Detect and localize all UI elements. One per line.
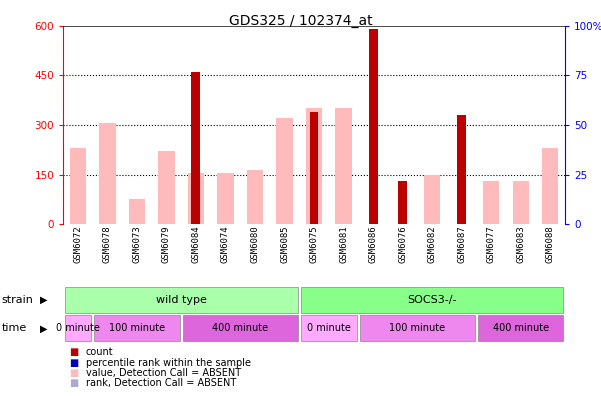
- Bar: [457, 115, 466, 224]
- Bar: [335, 109, 352, 224]
- Bar: [424, 175, 440, 224]
- Bar: [99, 123, 115, 224]
- Bar: [368, 29, 377, 224]
- Text: 400 minute: 400 minute: [212, 323, 268, 333]
- Text: 0 minute: 0 minute: [307, 323, 351, 333]
- Bar: [183, 316, 297, 341]
- Text: value, Detection Call = ABSENT: value, Detection Call = ABSENT: [86, 368, 241, 378]
- Bar: [542, 148, 558, 224]
- Text: 0 minute: 0 minute: [56, 323, 100, 333]
- Bar: [64, 316, 91, 341]
- Bar: [483, 181, 499, 224]
- Text: ■: ■: [69, 347, 78, 358]
- Bar: [300, 316, 357, 341]
- Text: ■: ■: [69, 368, 78, 378]
- Text: count: count: [86, 347, 114, 358]
- Text: 100 minute: 100 minute: [389, 323, 445, 333]
- Bar: [94, 316, 180, 341]
- Bar: [192, 72, 200, 224]
- Bar: [218, 173, 234, 224]
- Bar: [360, 316, 475, 341]
- Text: strain: strain: [2, 295, 34, 305]
- Bar: [478, 316, 564, 341]
- Text: time: time: [2, 323, 27, 333]
- Bar: [158, 151, 174, 224]
- Text: rank, Detection Call = ABSENT: rank, Detection Call = ABSENT: [86, 378, 236, 388]
- Bar: [300, 287, 564, 312]
- Bar: [310, 112, 319, 224]
- Text: GDS325 / 102374_at: GDS325 / 102374_at: [229, 14, 372, 28]
- Bar: [129, 199, 145, 224]
- Bar: [306, 109, 322, 224]
- Bar: [188, 173, 204, 224]
- Text: wild type: wild type: [156, 295, 207, 305]
- Bar: [276, 118, 293, 224]
- Bar: [513, 181, 529, 224]
- Text: ■: ■: [69, 358, 78, 368]
- Text: 400 minute: 400 minute: [493, 323, 549, 333]
- Bar: [247, 169, 263, 224]
- Bar: [70, 148, 86, 224]
- Text: 100 minute: 100 minute: [109, 323, 165, 333]
- Text: ▶: ▶: [40, 295, 47, 305]
- Text: percentile rank within the sample: percentile rank within the sample: [86, 358, 251, 368]
- Text: ▶: ▶: [40, 323, 47, 333]
- Bar: [64, 287, 297, 312]
- Text: SOCS3-/-: SOCS3-/-: [407, 295, 457, 305]
- Bar: [398, 181, 407, 224]
- Text: ■: ■: [69, 378, 78, 388]
